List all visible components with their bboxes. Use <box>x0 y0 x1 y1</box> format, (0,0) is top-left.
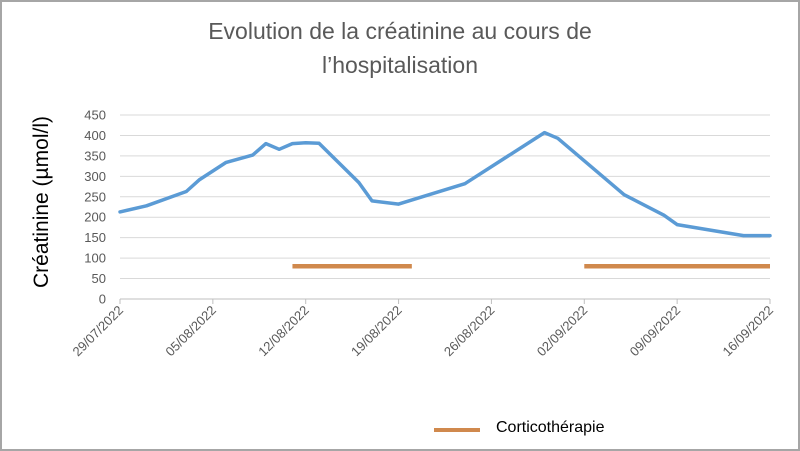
creatinine-point <box>622 193 626 197</box>
y-tick-label: 100 <box>84 251 106 266</box>
y-tick-label: 150 <box>84 230 106 245</box>
x-tick-label: 29/07/2022 <box>69 303 126 360</box>
legend-label-corticotherapie: Corticothérapie <box>496 419 605 436</box>
creatinine-point <box>264 142 268 146</box>
creatinine-point <box>277 147 281 151</box>
y-tick-label: 50 <box>92 271 106 286</box>
creatinine-point <box>145 204 149 208</box>
creatinine-point <box>198 178 202 182</box>
creatinine-point <box>290 142 294 146</box>
creatinine-point <box>397 202 401 206</box>
y-tick-label: 250 <box>84 189 106 204</box>
x-tick-label: 16/09/2022 <box>719 303 776 360</box>
creatinine-point <box>675 223 679 227</box>
x-tick-label: 05/08/2022 <box>162 303 219 360</box>
creatinine-point <box>304 141 308 145</box>
creatinine-point <box>556 136 560 140</box>
y-tick-label: 450 <box>84 108 106 123</box>
x-tick-label: 12/08/2022 <box>255 303 312 360</box>
y-tick-label: 0 <box>99 292 106 307</box>
y-tick-label: 400 <box>84 128 106 143</box>
creatinine-point <box>662 213 666 217</box>
creatinine-point <box>768 234 772 238</box>
creatinine-point <box>118 210 122 214</box>
chart-title-line1: Evolution de la créatinine au cours de <box>208 18 592 44</box>
y-tick-label: 300 <box>84 169 106 184</box>
x-tick-label: 26/08/2022 <box>441 303 498 360</box>
y-tick-label: 350 <box>84 148 106 163</box>
y-tick-label: 200 <box>84 210 106 225</box>
x-tick-label: 19/08/2022 <box>348 303 405 360</box>
creatinine-line <box>118 130 772 238</box>
creatinine-point <box>251 153 255 157</box>
legend-swatch-corticotherapie <box>434 428 480 432</box>
creatinine-point <box>463 182 467 186</box>
creatinine-point <box>542 131 546 135</box>
creatinine-point <box>317 141 321 145</box>
chart-title: Evolution de la créatinine au cours de l… <box>2 14 798 82</box>
x-tick-label: 02/09/2022 <box>534 303 591 360</box>
creatinine-point <box>224 160 228 164</box>
x-tick-label: 09/09/2022 <box>627 303 684 360</box>
creatinine-point <box>184 189 188 193</box>
creatinine-point <box>741 234 745 238</box>
creatinine-point <box>357 180 361 184</box>
chart-title-line2: l’hospitalisation <box>322 52 478 78</box>
creatinine-point <box>370 199 374 203</box>
